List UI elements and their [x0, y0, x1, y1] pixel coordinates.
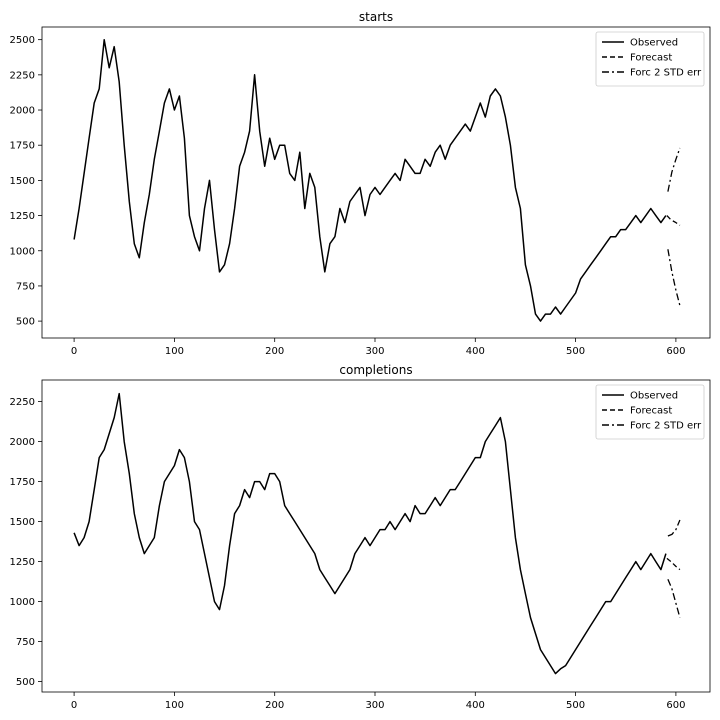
chart-panel-0: starts 0 100 200 300 400 500 600 500 750 1000 1250 1…: [10, 10, 711, 357]
legend-label: Observed: [630, 38, 678, 49]
series-line-forecast-1: [666, 215, 681, 226]
y-tick-label: 1000: [10, 246, 35, 257]
y-tick-label: 2000: [10, 437, 35, 448]
x-tick-label: 400: [466, 700, 485, 711]
x-tick-label: 100: [165, 346, 184, 357]
series-line-observed-0: [73, 38, 667, 322]
chart-title: completions: [339, 363, 412, 377]
chart-panel-1: completions 0 100 200 300 400 500 600 500 750 1000…: [10, 363, 711, 711]
x-tick-label: 500: [566, 346, 585, 357]
series-line-lower-band-3: [667, 249, 681, 306]
series-line-forc-2-std-err-2: [667, 519, 681, 537]
y-tick-label: 2250: [10, 397, 35, 408]
y-tick-label: 1750: [10, 477, 35, 488]
axes-frame: [41, 26, 711, 339]
y-tick-label: 1750: [10, 141, 35, 152]
x-tick-label: 300: [365, 346, 384, 357]
y-tick-label: 1500: [10, 517, 35, 528]
y-tick-label: 2250: [10, 70, 35, 81]
x-tick-label: 200: [265, 346, 284, 357]
axes-frame: [41, 379, 711, 693]
x-tick-label: 600: [666, 346, 685, 357]
y-tick-label: 1500: [10, 176, 35, 187]
x-tick-label: 100: [165, 700, 184, 711]
series-line-lower-band-3: [667, 578, 681, 618]
legend-label: Forecast: [630, 406, 672, 417]
y-tick-label: 750: [16, 281, 35, 292]
legend-label: Forc 2 STD err: [630, 421, 702, 432]
x-tick-label: 0: [71, 346, 77, 357]
y-tick-label: 750: [16, 637, 35, 648]
legend: Observed Forecast Forc 2 STD err: [595, 384, 705, 440]
y-tick-label: 1000: [10, 597, 35, 608]
legend-label: Observed: [630, 391, 678, 402]
series-line-observed-0: [73, 392, 667, 675]
x-tick-label: 600: [666, 700, 685, 711]
x-tick-label: 300: [365, 700, 384, 711]
series-line-forecast-1: [666, 557, 681, 571]
x-tick-label: 0: [71, 700, 77, 711]
legend-label: Forc 2 STD err: [630, 68, 702, 79]
x-tick-label: 200: [265, 700, 284, 711]
chart-title: starts: [359, 10, 393, 24]
x-tick-label: 500: [566, 700, 585, 711]
y-tick-label: 1250: [10, 557, 35, 568]
y-tick-label: 500: [16, 317, 35, 328]
y-tick-label: 1250: [10, 211, 35, 222]
y-tick-label: 2000: [10, 106, 35, 117]
y-tick-label: 500: [16, 677, 35, 688]
legend: Observed Forecast Forc 2 STD err: [595, 31, 705, 87]
legend-label: Forecast: [630, 53, 672, 64]
series-line-forc-2-std-err-2: [667, 147, 681, 192]
x-tick-label: 400: [466, 346, 485, 357]
y-tick-label: 2500: [10, 35, 35, 46]
